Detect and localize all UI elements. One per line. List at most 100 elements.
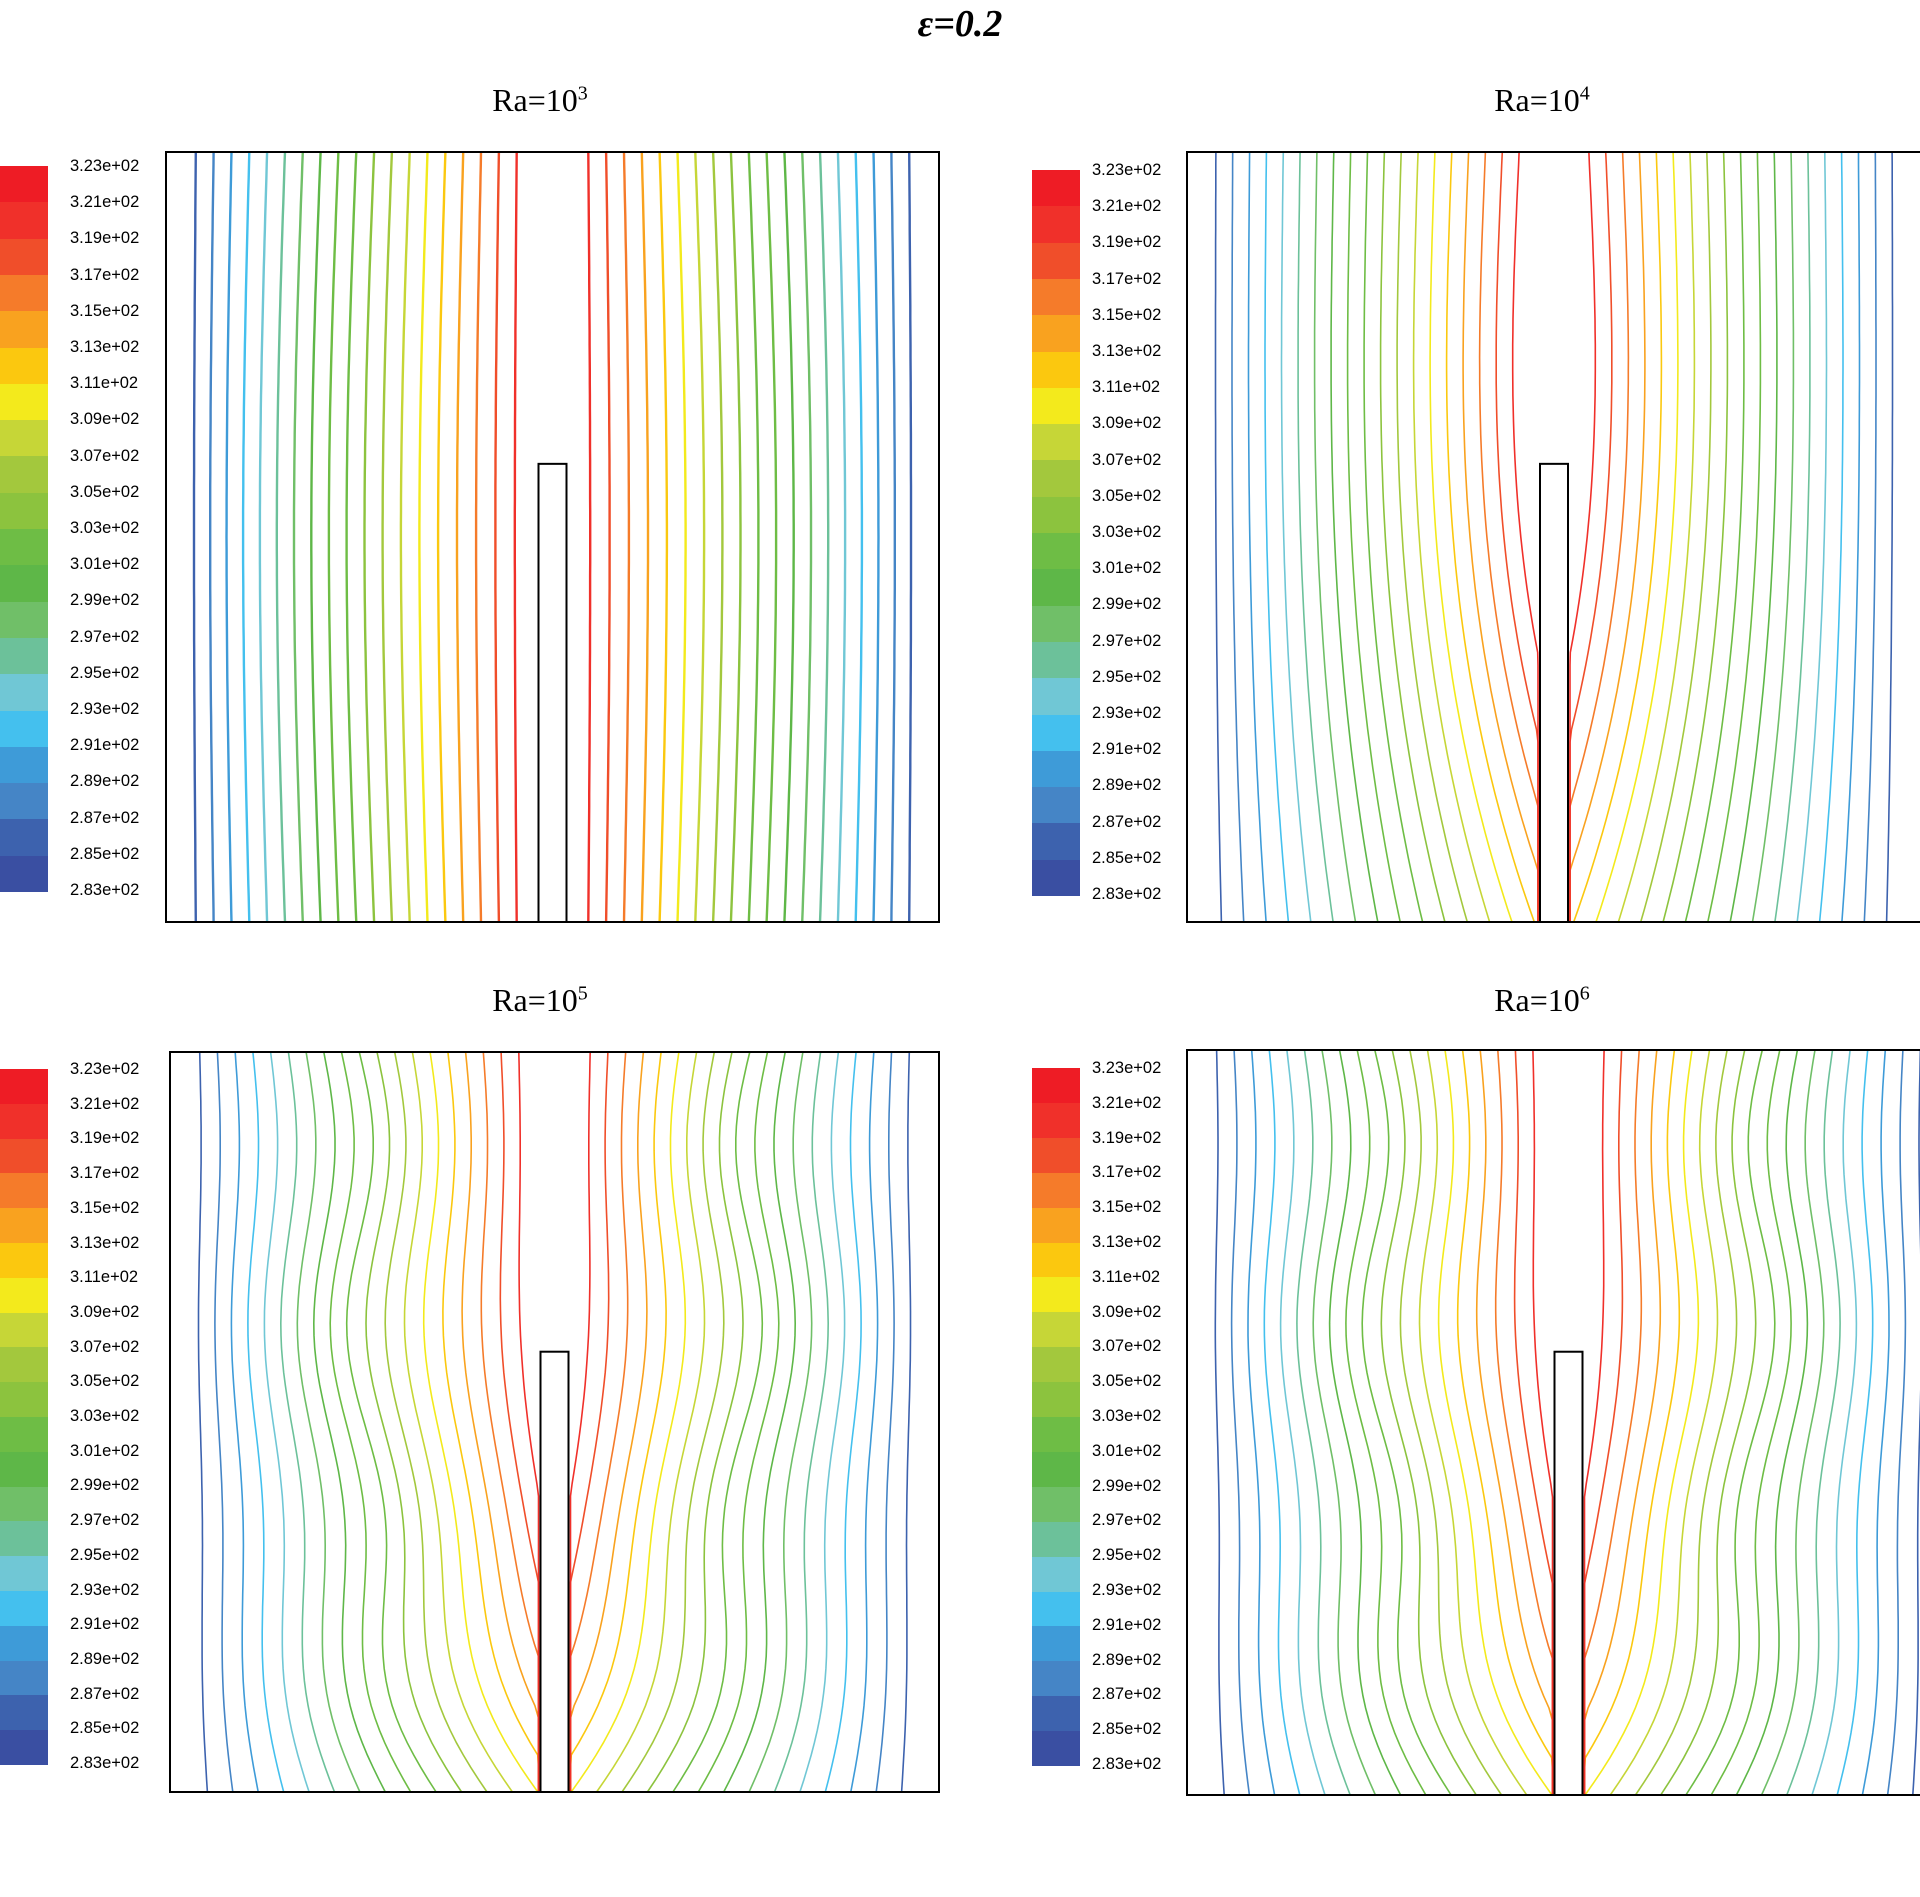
isotherm-line <box>230 1051 259 1793</box>
colorbar-swatch <box>1032 1068 1080 1104</box>
isotherm-line <box>646 1051 744 1793</box>
colorbar-tick-label: 3.17e+02 <box>70 265 140 284</box>
colorbar-swatch <box>1032 750 1080 788</box>
colorbar-swatch <box>1032 1242 1080 1278</box>
isotherm-line <box>711 151 724 923</box>
colorbar-swatch <box>1032 859 1080 897</box>
isotherm-line <box>1684 151 1745 923</box>
isotherm-line <box>1418 1049 1528 1796</box>
colorbar-swatch <box>0 1173 48 1209</box>
isotherm-line <box>1729 151 1778 923</box>
isotherm-line <box>1760 1049 1825 1796</box>
isotherm-line <box>569 1051 667 1792</box>
colorbar-tick-label: 2.99e+02 <box>70 591 140 610</box>
colorbar-tick-label: 2.97e+02 <box>70 627 140 646</box>
colorbar-tick-label: 2.87e+02 <box>70 1684 140 1703</box>
colorbar-tick-label: 2.91e+02 <box>1092 1615 1162 1634</box>
isotherm-line <box>1346 151 1401 923</box>
colorbar-tick-label: 3.21e+02 <box>1092 197 1162 216</box>
isotherm-line <box>722 1051 797 1793</box>
contour-plot <box>1186 1049 1920 1796</box>
colorbar-tick-label: 3.21e+02 <box>1092 1093 1162 1112</box>
isotherm-line <box>292 151 304 923</box>
isotherm-line <box>1511 151 1539 922</box>
colorbar-tick-label: 3.15e+02 <box>1092 305 1162 324</box>
colorbar-tick-label: 3.23e+02 <box>1092 1059 1162 1077</box>
isotherm-line <box>875 1051 895 1793</box>
colorbar-tick-label: 3.01e+02 <box>1092 559 1162 578</box>
colorbar-swatch <box>1032 460 1080 498</box>
isotherm-line <box>747 151 760 923</box>
colorbar-swatch <box>1032 1626 1080 1662</box>
isotherm-line <box>1328 1049 1402 1796</box>
colorbar-tick-label: 2.87e+02 <box>1092 812 1162 831</box>
colorbar-swatch <box>0 1382 48 1418</box>
isotherm-line <box>1751 151 1795 923</box>
colorbar: 3.23e+02 3.21e+02 3.19e+02 3.17e+02 3.15e+02… <box>1032 162 1161 902</box>
isotherm-line <box>818 151 830 923</box>
isotherm-line <box>697 1051 780 1793</box>
isotherm-line <box>1569 151 1630 922</box>
isotherm-line <box>1685 1049 1776 1796</box>
colorbar-tick-label: 2.83e+02 <box>70 881 140 899</box>
colorbar: 3.23e+02 3.21e+02 3.19e+02 3.17e+02 3.15e+02… <box>0 1061 139 1771</box>
isotherm-line <box>1445 151 1536 923</box>
colorbar-swatch <box>1032 1591 1080 1627</box>
colorbar-swatch <box>0 601 48 639</box>
colorbar-swatch <box>1032 1451 1080 1488</box>
isotherm-line <box>1312 1049 1377 1796</box>
colorbar-tick-label: 2.91e+02 <box>70 1615 140 1634</box>
isotherm-line <box>640 151 650 923</box>
colorbar-swatch <box>0 855 48 893</box>
isotherm-line <box>209 151 215 923</box>
colorbar-swatch <box>0 1243 48 1279</box>
isotherm-line <box>310 151 322 923</box>
isotherm-line <box>1863 151 1877 923</box>
isotherm-line <box>1279 1049 1326 1796</box>
colorbar-tick-label: 3.17e+02 <box>70 1164 140 1183</box>
isotherm-line <box>1569 151 1597 922</box>
colorbar-tick-label: 2.95e+02 <box>1092 1546 1162 1565</box>
colorbar-tick-label: 3.23e+02 <box>1092 161 1162 179</box>
isotherm-line <box>872 151 880 923</box>
colorbar-swatch <box>1032 206 1080 244</box>
colorbar-swatch <box>0 166 48 203</box>
contour-plot <box>1186 151 1920 923</box>
isotherm-line <box>296 1051 361 1793</box>
panel-ra-1e5: Ra=105 3.23e+02 3.21e+02 3.19e+02 3.17e+02 3… <box>0 900 960 1830</box>
colorbar-swatch <box>1032 424 1080 461</box>
isotherm-line <box>748 1051 813 1793</box>
isotherm-line <box>1595 151 1679 923</box>
isotherm-line <box>1247 151 1267 923</box>
panel-title: Ra=104 <box>1494 82 1590 118</box>
colorbar-swatch <box>0 674 48 711</box>
colorbar-tick-label: 3.03e+02 <box>70 1407 140 1425</box>
isotherm-line <box>824 1051 862 1793</box>
isotherm-line <box>241 151 251 923</box>
isotherm-line <box>1429 151 1513 923</box>
isotherm-line <box>587 151 592 923</box>
isotherm-line <box>773 1051 830 1793</box>
colorbar-swatch <box>0 1591 48 1627</box>
colorbar-tick-label: 3.17e+02 <box>1092 269 1162 288</box>
colorbar-swatch <box>0 783 48 820</box>
colorbar-swatch <box>0 347 48 385</box>
colorbar-swatch <box>1032 1731 1080 1767</box>
colorbar-swatch <box>1032 1347 1080 1383</box>
isotherm-line <box>275 151 287 923</box>
isotherm-line <box>1380 1049 1477 1796</box>
isotherm-line <box>801 151 813 923</box>
colorbar-tick-label: 3.07e+02 <box>70 446 140 465</box>
colorbar-swatch <box>1032 242 1080 280</box>
panel-title: Ra=106 <box>1494 982 1590 1018</box>
colorbar-swatch <box>1032 387 1080 425</box>
colorbar-tick-label: 3.05e+02 <box>70 482 140 501</box>
isotherm-line <box>1363 151 1424 923</box>
colorbar-swatch <box>1032 1137 1080 1174</box>
colorbar-tick-label: 3.19e+02 <box>70 1129 140 1148</box>
isotherm-line <box>569 1051 591 1792</box>
heated-fin <box>1553 1350 1584 1796</box>
isotherm-line <box>900 1051 912 1793</box>
isotherm-line <box>384 1051 488 1793</box>
isotherm-line <box>908 151 913 923</box>
